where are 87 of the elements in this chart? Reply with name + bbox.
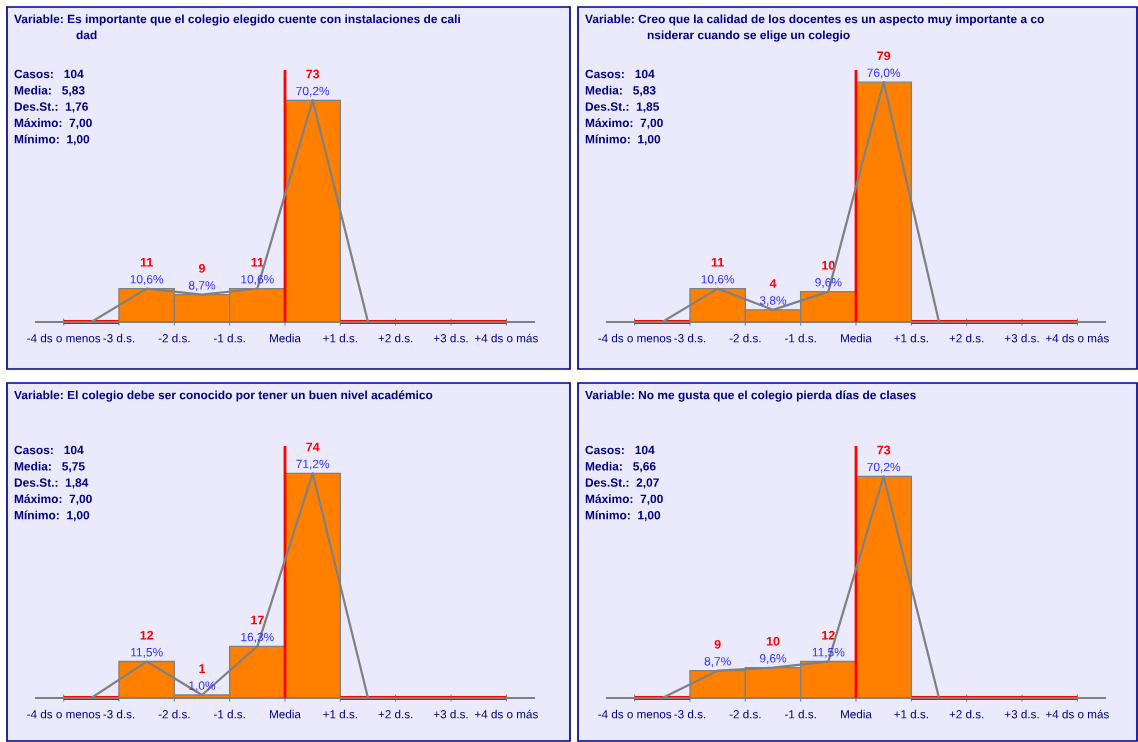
annotation: Mínimo: 1,00	[14, 134, 90, 146]
annotation: 3,8%	[759, 296, 787, 307]
x-tick-label: -2 d.s.	[729, 709, 761, 719]
annotation: Máximo: 7,00	[585, 494, 663, 505]
x-tick-label: +4 ds o más	[1045, 709, 1109, 719]
data-label: 17	[251, 615, 264, 625]
data-label: 1	[199, 664, 206, 673]
annotation: 10,6%	[701, 275, 735, 285]
data-label: 73	[877, 445, 891, 455]
annotation: Des.St.: 1,85	[585, 102, 660, 113]
x-tick-label: Media	[841, 333, 872, 343]
x-tick-label: +2 d.s.	[378, 709, 413, 719]
annotation: Media: 5,83	[14, 85, 85, 97]
annotation: Des.St.: 1,84	[14, 478, 89, 489]
data-label: 11	[251, 257, 264, 267]
data-label: 73	[306, 69, 320, 79]
data-label: 11	[711, 257, 724, 267]
annotation: Máximo: 7,00	[585, 118, 663, 129]
annotation: Des.St.: 2,07	[585, 478, 659, 489]
x-tick-label: +4 ds o más	[474, 333, 538, 343]
annotation: 10,6%	[130, 275, 164, 285]
annotation: Mínimo: 1,00	[14, 510, 90, 522]
annotation: 76,0%	[867, 68, 901, 79]
data-label: 12	[822, 630, 835, 640]
annotation: Media: 5,66	[585, 461, 656, 473]
x-tick-label: +1 d.s.	[323, 709, 357, 719]
data-label: 9	[714, 639, 721, 649]
annotation: Media: 5,83	[585, 85, 656, 97]
x-tick-label: +2 d.s.	[949, 709, 984, 719]
x-tick-label: +2 d.s.	[949, 333, 984, 343]
annotation: 8,7%	[188, 281, 216, 291]
annotation: 9,6%	[759, 654, 787, 664]
x-tick-label: -4 ds o menos	[27, 709, 101, 719]
annotation: Máximo: 7,00	[14, 494, 92, 505]
annotation: Mínimo: 1,00	[585, 134, 661, 146]
x-tick-label: -2 d.s.	[729, 333, 761, 343]
chart-title: Variable: Creo que la calidad de los docentes es un aspecto muy importante a co nsiderar cuando se elige un colegio	[585, 14, 1044, 42]
chart-title: Variable: Es importante que el colegio elegido cuente con instalaciones de cali dad	[14, 14, 460, 40]
annotation: Máximo: 7,00	[14, 118, 92, 129]
x-tick-label: +4 ds o más	[1045, 333, 1109, 343]
x-tick-label: Media	[270, 709, 301, 719]
annotation: Des.St.: 1,76	[14, 102, 88, 113]
annotation: Media: 5,75	[14, 461, 85, 473]
annotation: 70,2%	[867, 462, 901, 473]
data-label: 74	[306, 442, 320, 452]
data-label: 9	[198, 263, 206, 273]
data-label: 4	[769, 279, 777, 288]
x-tick-label: -1 d.s.	[213, 709, 245, 719]
x-tick-label: -3 d.s.	[103, 333, 135, 343]
x-tick-label: +1 d.s.	[323, 333, 357, 343]
annotation: 8,7%	[704, 657, 731, 667]
x-tick-label: -2 d.s.	[158, 333, 190, 343]
x-tick-label: +3 d.s.	[433, 709, 468, 719]
annotation: Casos: 104	[14, 445, 84, 455]
x-tick-label: +1 d.s.	[894, 709, 928, 719]
data-label: 12	[140, 630, 154, 640]
data-label: 79	[877, 51, 891, 61]
x-tick-label: +3 d.s.	[1004, 709, 1039, 719]
x-tick-label: -4 ds o menos	[598, 333, 672, 343]
x-tick-label: +1 d.s.	[894, 333, 928, 343]
annotation: Casos: 104	[14, 69, 84, 79]
x-tick-label: +2 d.s.	[378, 333, 413, 343]
x-tick-label: +3 d.s.	[1004, 333, 1039, 343]
x-tick-label: -3 d.s.	[674, 333, 706, 343]
x-tick-label: Media	[270, 333, 301, 343]
annotation: 11,5%	[131, 648, 163, 658]
annotation: 70,2%	[296, 86, 330, 97]
annotation: Casos: 104	[585, 445, 655, 455]
x-tick-label: -1 d.s.	[784, 709, 816, 719]
data-label: 10	[766, 636, 780, 646]
x-tick-label: +4 ds o más	[474, 709, 538, 719]
x-tick-label: -2 d.s.	[158, 709, 190, 719]
x-tick-label: -3 d.s.	[103, 709, 135, 719]
x-tick-label: -1 d.s.	[784, 333, 816, 343]
x-tick-label: -1 d.s.	[213, 333, 245, 343]
annotation: 71,2%	[296, 459, 330, 470]
annotation: Casos: 104	[585, 69, 655, 79]
chart-title: Variable: No me gusta que el colegio pierda días de clases	[585, 390, 916, 402]
data-label: 11	[140, 257, 153, 267]
chart-title: Variable: El colegio debe ser conocido por tener un buen nivel académico	[14, 390, 433, 402]
x-tick-label: Media	[841, 709, 872, 719]
x-tick-label: -4 ds o menos	[598, 709, 672, 719]
annotation: Mínimo: 1,00	[585, 510, 661, 522]
x-tick-label: -3 d.s.	[674, 709, 706, 719]
x-tick-label: -4 ds o menos	[27, 333, 101, 343]
x-tick-label: +3 d.s.	[433, 333, 468, 343]
data-label: 10	[822, 260, 835, 270]
